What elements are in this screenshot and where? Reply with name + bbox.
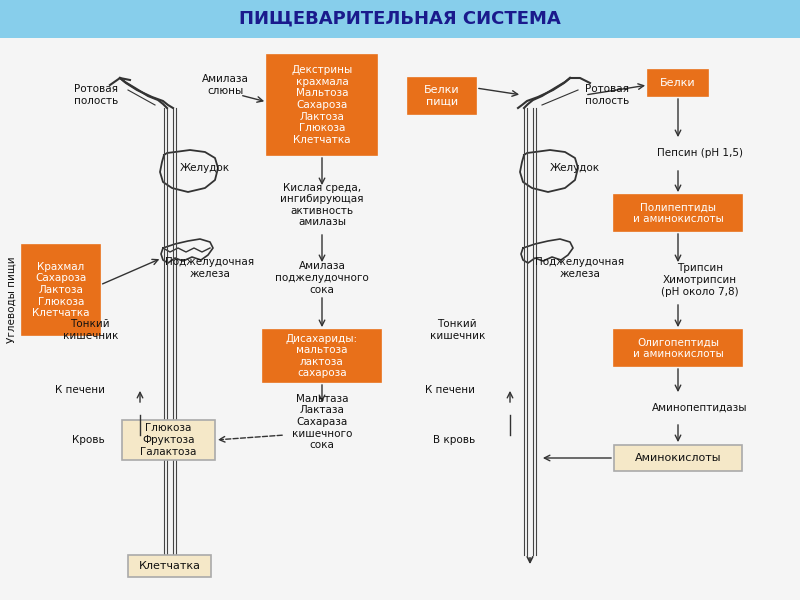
Bar xyxy=(267,55,377,155)
Bar xyxy=(22,245,100,335)
Text: Дисахариды:
мальтоза
лактоза
сахароза: Дисахариды: мальтоза лактоза сахароза xyxy=(286,334,358,379)
Text: Глюкоза
Фруктоза
Галактоза: Глюкоза Фруктоза Галактоза xyxy=(140,424,197,457)
Text: Тонкий
кишечник: Тонкий кишечник xyxy=(430,319,485,341)
Text: Трипсин
Химотрипсин
(pH около 7,8): Трипсин Химотрипсин (pH около 7,8) xyxy=(661,263,739,296)
Text: В кровь: В кровь xyxy=(433,435,475,445)
Text: Кислая среда,
ингибирующая
активность
амилазы: Кислая среда, ингибирующая активность ам… xyxy=(280,182,364,227)
Text: Мальтаза
Лактаза
Сахараза
кишечного
сока: Мальтаза Лактаза Сахараза кишечного сока xyxy=(292,394,352,450)
Text: Амилаза
слюны: Амилаза слюны xyxy=(202,74,249,96)
Bar xyxy=(408,78,476,114)
Text: Поджелудочная
железа: Поджелудочная железа xyxy=(535,257,625,279)
Text: Аминопептидазы: Аминопептидазы xyxy=(652,403,748,413)
Text: Желудок: Желудок xyxy=(180,163,230,173)
Text: Тонкий
кишечник: Тонкий кишечник xyxy=(62,319,118,341)
Text: Белки: Белки xyxy=(660,78,696,88)
Text: Крахмал
Сахароза
Лактоза
Глюкоза
Клетчатка: Крахмал Сахароза Лактоза Глюкоза Клетчат… xyxy=(32,262,90,318)
Text: Клетчатка: Клетчатка xyxy=(138,561,201,571)
Text: Пепсин (pH 1,5): Пепсин (pH 1,5) xyxy=(657,148,743,158)
Text: Полипептиды
и аминокислоты: Полипептиды и аминокислоты xyxy=(633,202,723,224)
Text: Кровь: Кровь xyxy=(72,435,105,445)
Text: К печени: К печени xyxy=(425,385,475,395)
Bar xyxy=(128,555,211,577)
Text: Амилаза
поджелудочного
сока: Амилаза поджелудочного сока xyxy=(275,262,369,295)
Text: К печени: К печени xyxy=(55,385,105,395)
Bar xyxy=(263,330,381,382)
Text: Поджелудочная
железа: Поджелудочная железа xyxy=(166,257,254,279)
Text: Желудок: Желудок xyxy=(550,163,600,173)
Text: ПИЩЕВАРИТЕЛЬНАЯ СИСТЕМА: ПИЩЕВАРИТЕЛЬНАЯ СИСТЕМА xyxy=(239,10,561,28)
Text: Белки
пищи: Белки пищи xyxy=(424,85,460,107)
Bar xyxy=(614,195,742,231)
Bar xyxy=(122,420,215,460)
Text: Декстрины
крахмала
Мальтоза
Сахароза
Лактоза
Глюкоза
Клетчатка: Декстрины крахмала Мальтоза Сахароза Лак… xyxy=(291,65,353,145)
Bar xyxy=(614,445,742,471)
Text: Олигопептиды
и аминокислоты: Олигопептиды и аминокислоты xyxy=(633,337,723,359)
Bar xyxy=(614,330,742,366)
Text: Углеводы пищи: Углеводы пищи xyxy=(7,257,17,343)
Bar xyxy=(648,70,708,96)
Text: Аминокислоты: Аминокислоты xyxy=(634,453,722,463)
Text: Ротовая
полость: Ротовая полость xyxy=(74,84,118,106)
Text: Ротовая
полость: Ротовая полость xyxy=(585,84,630,106)
Bar xyxy=(0,0,800,38)
